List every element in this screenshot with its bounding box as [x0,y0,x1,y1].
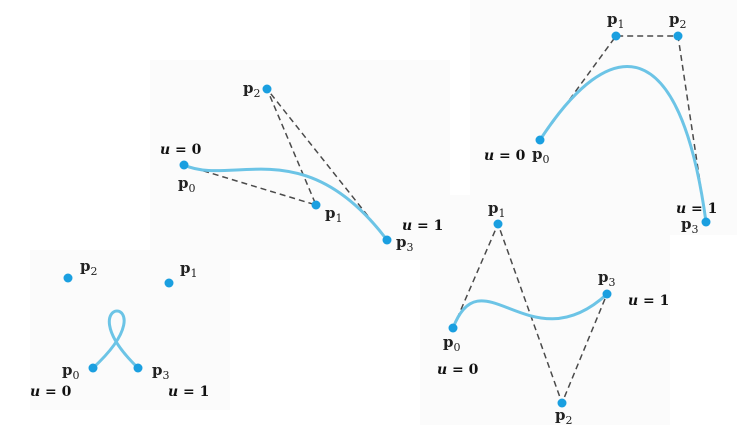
panel-bottom-right: p0 p1 p2 p3 u = 0 u = 1 [437,199,669,427]
control-point [557,398,567,408]
panel-bg-bottom-right [420,195,670,425]
bezier-curve [538,65,708,224]
control-polygon [183,88,388,241]
control-point [262,84,272,94]
label-u-end: u = 1 [628,293,669,309]
point-label-p1: p1 [488,199,506,220]
control-point [63,273,73,283]
point-label-p2: p2 [555,406,573,427]
point-label-p2: p2 [669,10,687,31]
control-point [382,235,392,245]
control-point [448,323,458,333]
control-point [535,135,545,145]
panel-bg-top-middle [150,60,450,260]
label-u-start: u = 0 [437,362,479,378]
control-polygon [452,221,608,406]
label-u-end: u = 1 [676,201,717,217]
point-label-p1: p1 [325,204,343,225]
control-point [133,363,143,373]
control-point [88,363,98,373]
control-point [164,278,174,288]
point-label-p2: p2 [80,257,98,278]
panel-bg-bottom-left [30,250,230,410]
bezier-curve [182,163,389,242]
bezier-curve [451,292,609,330]
point-label-p3: p3 [681,215,699,236]
point-label-p2: p2 [243,79,261,100]
panel-bottom-left: p0 p1 p2 p3 u = 0 u = 1 [30,257,209,400]
control-point [179,160,189,170]
point-label-p0: p0 [178,174,196,195]
bezier-curve [91,309,140,370]
control-point [602,289,612,299]
panel-top-right: p0 p1 p2 p3 u = 0 u = 1 [484,10,717,236]
point-label-p1: p1 [607,10,625,31]
panel-top-middle: p0 p1 p2 p3 u = 0 u = 1 [160,79,443,254]
label-u-start: u = 0 [30,384,72,400]
label-u-start: u = 0 [484,148,526,164]
point-label-p0: p0 [443,333,461,354]
control-point [493,219,503,229]
control-point [701,217,711,227]
control-polygon [539,35,707,223]
point-label-p3: p3 [152,361,170,382]
point-label-p1: p1 [180,259,198,280]
control-point [311,200,321,210]
label-u-end: u = 1 [402,218,443,234]
point-label-p0: p0 [532,145,550,166]
control-point [673,31,683,41]
label-u-end: u = 1 [168,384,209,400]
control-point [611,31,621,41]
point-label-p3: p3 [396,233,414,254]
point-label-p3: p3 [598,268,616,289]
label-u-start: u = 0 [160,142,202,158]
point-label-p0: p0 [62,361,80,382]
